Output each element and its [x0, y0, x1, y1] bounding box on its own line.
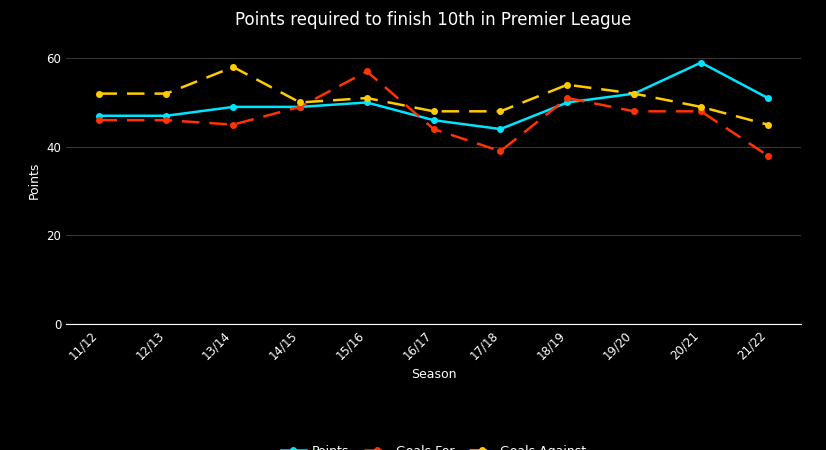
Goals For — [496, 148, 506, 154]
Goals Against — [496, 108, 506, 114]
Line: Goals Against: Goals Against — [97, 64, 771, 127]
Goals For — [696, 108, 706, 114]
Goals Against — [295, 100, 305, 105]
Goals For — [362, 69, 372, 74]
Goals Against — [161, 91, 171, 96]
Points — [94, 113, 104, 118]
Line: Points: Points — [97, 60, 771, 132]
Legend: Points, Goals For, Goals Against: Points, Goals For, Goals Against — [276, 440, 591, 450]
Points — [429, 117, 439, 123]
Goals Against — [429, 108, 439, 114]
Goals Against — [763, 122, 773, 127]
Line: Goals For: Goals For — [97, 69, 771, 158]
Goals Against — [362, 95, 372, 101]
Points — [161, 113, 171, 118]
Points — [629, 91, 639, 96]
Goals Against — [563, 82, 572, 87]
Points — [696, 60, 706, 65]
Goals For — [429, 126, 439, 132]
Goals For — [228, 122, 238, 127]
Points — [763, 95, 773, 101]
Goals Against — [94, 91, 104, 96]
Goals For — [94, 117, 104, 123]
Title: Points required to finish 10th in Premier League: Points required to finish 10th in Premie… — [235, 11, 632, 29]
Goals For — [295, 104, 305, 110]
Points — [362, 100, 372, 105]
Goals For — [629, 108, 639, 114]
Y-axis label: Points: Points — [28, 161, 40, 199]
Points — [228, 104, 238, 110]
Points — [496, 126, 506, 132]
Points — [295, 104, 305, 110]
Goals Against — [228, 64, 238, 70]
Goals For — [763, 153, 773, 158]
Goals For — [161, 117, 171, 123]
X-axis label: Season: Season — [411, 368, 457, 381]
Goals Against — [696, 104, 706, 110]
Points — [563, 100, 572, 105]
Goals For — [563, 95, 572, 101]
Goals Against — [629, 91, 639, 96]
